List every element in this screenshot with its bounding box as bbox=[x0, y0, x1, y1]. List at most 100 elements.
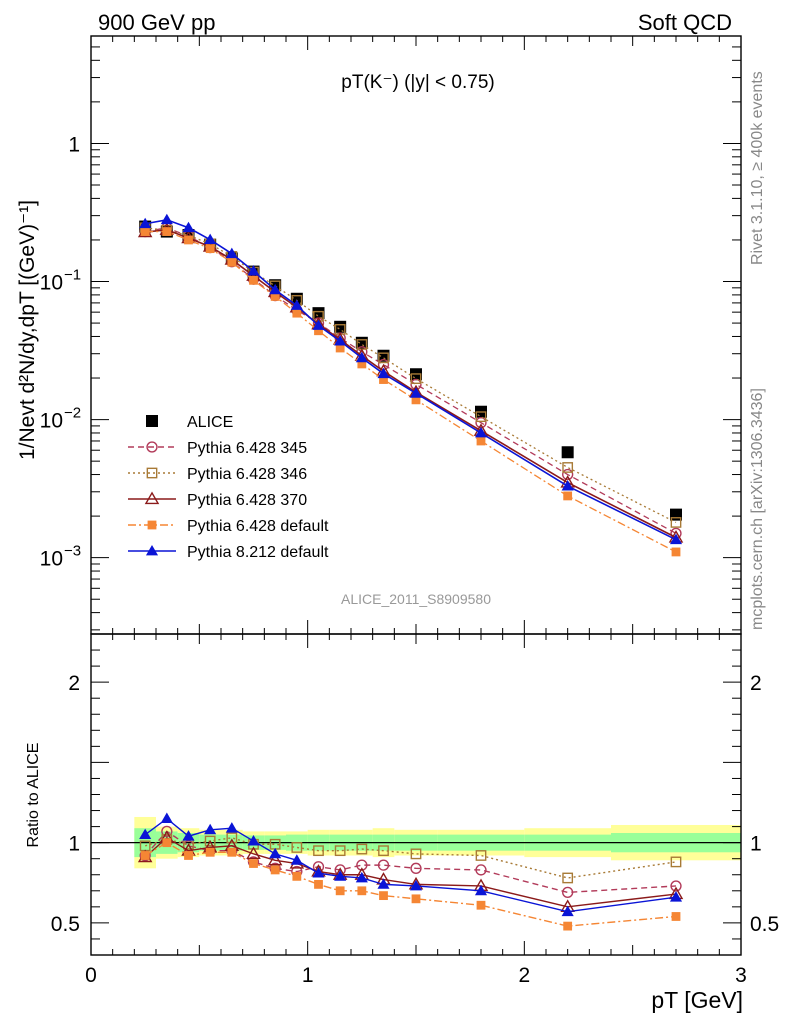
legend-marker bbox=[145, 544, 159, 556]
ratio-point bbox=[139, 840, 151, 852]
ratio-point bbox=[314, 879, 323, 889]
ratio-ylabel: Ratio to ALICE bbox=[25, 743, 42, 848]
ratio-point bbox=[563, 921, 573, 931]
data-point bbox=[270, 292, 280, 301]
legend-marker bbox=[146, 467, 158, 479]
data-point bbox=[379, 375, 388, 384]
ratio-point bbox=[334, 870, 347, 881]
ratio-point bbox=[291, 842, 303, 853]
data-point bbox=[475, 411, 487, 423]
data-point bbox=[334, 320, 347, 333]
ratio-y-tick-label-right: 2 bbox=[750, 672, 762, 695]
ratio-series-pythia-6-428-346 bbox=[139, 832, 682, 884]
y-tick-label: 10 bbox=[40, 272, 63, 295]
data-point bbox=[409, 387, 423, 398]
data-point bbox=[312, 319, 325, 330]
ratio-point bbox=[226, 832, 238, 844]
data-point bbox=[140, 227, 150, 236]
y-tick-label: 10 bbox=[40, 548, 63, 571]
series-line bbox=[145, 218, 677, 541]
series-pythia-6-428-default bbox=[140, 227, 681, 557]
ratio-point bbox=[313, 845, 324, 857]
ratio-point bbox=[140, 851, 150, 860]
ratio-point bbox=[411, 894, 421, 904]
x-tick-label: 3 bbox=[735, 964, 747, 987]
data-point bbox=[160, 213, 173, 225]
data-point bbox=[314, 326, 323, 336]
ratio-y-tick-label: 0.5 bbox=[51, 913, 80, 936]
ratio-y-tick-label-right: 1 bbox=[750, 833, 762, 856]
ratio-point bbox=[161, 825, 173, 838]
ratio-point bbox=[562, 886, 574, 899]
ratio-point bbox=[561, 905, 574, 917]
ratio-point bbox=[160, 812, 173, 823]
ratio-point bbox=[247, 834, 260, 846]
data-point bbox=[312, 307, 325, 320]
ratio-line bbox=[144, 837, 677, 879]
data-point bbox=[562, 468, 574, 481]
data-point bbox=[474, 426, 488, 438]
ratio-series-pythia-6-428-default bbox=[140, 838, 681, 931]
data-point bbox=[225, 247, 238, 259]
data-point bbox=[205, 244, 215, 254]
ratio-point bbox=[267, 852, 283, 866]
ratio-line bbox=[144, 830, 677, 894]
ratio-point bbox=[204, 823, 217, 835]
ratio-point bbox=[312, 867, 325, 878]
ratio-point bbox=[476, 900, 486, 910]
legend-label: Pythia 6.428 370 bbox=[187, 492, 307, 509]
data-point bbox=[247, 265, 260, 276]
y-tick-exponent: −2 bbox=[64, 405, 81, 422]
ratio-point bbox=[162, 838, 172, 848]
ratio-y-tick-label: 2 bbox=[68, 672, 80, 695]
ratio-point bbox=[669, 891, 683, 902]
ratio-point bbox=[205, 847, 215, 857]
series-line bbox=[145, 227, 677, 534]
rivet-label: Rivet 3.1.10, ≥ 400k events bbox=[749, 71, 766, 265]
data-point bbox=[355, 351, 368, 363]
ratio-point bbox=[377, 859, 390, 871]
data-point bbox=[476, 436, 486, 446]
main-ylabel: 1/Nevt d²N/dy,dpT [(GeV)⁻¹] bbox=[16, 200, 39, 460]
data-point bbox=[139, 217, 152, 229]
ratio-point bbox=[378, 845, 389, 857]
data-point bbox=[182, 221, 195, 233]
legend-label: Pythia 8.212 default bbox=[187, 544, 329, 561]
ratio-point bbox=[475, 864, 487, 876]
y-tick-label: 1 bbox=[68, 133, 80, 156]
ratio-y-tick-label-right: 0.5 bbox=[750, 913, 779, 936]
legend-marker bbox=[146, 441, 158, 453]
ratio-point bbox=[204, 835, 216, 847]
legend-entry: Pythia 6.428 346 bbox=[128, 466, 307, 483]
data-point bbox=[411, 395, 421, 405]
data-point bbox=[335, 343, 345, 353]
mcplots-label: mcplots.cern.ch [arXiv:1306.3436] bbox=[749, 388, 766, 630]
ratio-point bbox=[270, 865, 280, 875]
legend-entry: Pythia 8.212 default bbox=[128, 544, 329, 561]
data-point bbox=[561, 480, 574, 491]
legend-label: ALICE bbox=[187, 414, 233, 431]
ratio-point bbox=[139, 828, 152, 840]
ratio-point bbox=[410, 862, 422, 874]
x-tick-label: 1 bbox=[302, 964, 314, 987]
ratio-point bbox=[379, 891, 388, 901]
legend-marker bbox=[147, 520, 157, 530]
legend-entry: ALICE bbox=[146, 414, 233, 431]
ratio-point bbox=[562, 872, 574, 884]
ratio-point bbox=[377, 878, 390, 889]
data-point bbox=[563, 491, 573, 501]
ratio-point bbox=[249, 859, 258, 868]
ratio-point bbox=[227, 847, 237, 857]
ratio-point bbox=[671, 912, 681, 921]
ratio-point bbox=[409, 879, 423, 891]
ratio-point bbox=[246, 846, 261, 859]
ratio-series-pythia-8-212-default bbox=[139, 812, 683, 917]
y-tick-label: 10 bbox=[40, 410, 63, 433]
legend-label: Pythia 6.428 default bbox=[187, 518, 329, 535]
ratio-point bbox=[184, 851, 193, 860]
data-point bbox=[184, 235, 193, 245]
data-point bbox=[378, 352, 389, 364]
ratio-point bbox=[357, 886, 367, 896]
ratio-point bbox=[182, 830, 195, 841]
